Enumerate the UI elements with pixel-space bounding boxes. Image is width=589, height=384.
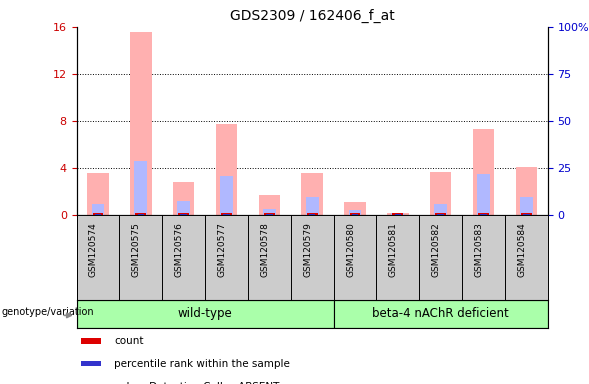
Text: GSM120577: GSM120577 (217, 222, 227, 277)
Bar (92, 213, 103, 215)
Bar (477, 174, 490, 215)
Bar (523, 214, 530, 215)
Bar (178, 213, 189, 215)
Text: GSM120581: GSM120581 (389, 222, 398, 277)
Bar (223, 214, 230, 215)
Text: GSM120584: GSM120584 (517, 222, 527, 276)
Text: wild-type: wild-type (178, 308, 233, 320)
Bar (177, 201, 190, 215)
Bar (306, 197, 319, 215)
Text: value, Detection Call = ABSENT: value, Detection Call = ABSENT (114, 382, 280, 384)
Text: GSM120579: GSM120579 (303, 222, 312, 277)
Title: GDS2309 / 162406_f_at: GDS2309 / 162406_f_at (230, 9, 395, 23)
Bar (180, 214, 187, 215)
Bar (392, 213, 403, 215)
Text: GSM120575: GSM120575 (132, 222, 141, 277)
Text: GSM120574: GSM120574 (89, 222, 98, 276)
Bar (387, 213, 409, 215)
Text: GSM120576: GSM120576 (175, 222, 184, 277)
Bar (438, 214, 444, 215)
Text: GSM120580: GSM120580 (346, 222, 355, 277)
Bar (480, 214, 487, 215)
Bar (134, 161, 147, 215)
Bar (430, 172, 451, 215)
Bar (259, 195, 280, 215)
Bar (130, 31, 151, 215)
Bar (135, 213, 146, 215)
Bar (434, 204, 447, 215)
Bar (520, 197, 533, 215)
Text: GSM120582: GSM120582 (432, 222, 441, 276)
Bar (473, 129, 494, 215)
Bar (307, 213, 317, 215)
Bar (220, 176, 233, 215)
Bar (264, 213, 274, 215)
Bar (138, 214, 144, 215)
Bar (352, 214, 358, 215)
Text: percentile rank within the sample: percentile rank within the sample (114, 359, 290, 369)
Bar (395, 214, 401, 215)
Bar (81, 338, 101, 344)
Bar (515, 167, 537, 215)
Text: genotype/variation: genotype/variation (2, 308, 94, 318)
Bar (345, 202, 366, 215)
Bar (478, 213, 489, 215)
Text: GSM120578: GSM120578 (260, 222, 269, 277)
Bar (173, 182, 194, 215)
Bar (349, 210, 362, 215)
Text: count: count (114, 336, 144, 346)
Text: beta-4 nAChR deficient: beta-4 nAChR deficient (372, 308, 509, 320)
Bar (435, 213, 446, 215)
Bar (81, 361, 101, 366)
Bar (333, 300, 548, 328)
Text: GSM120583: GSM120583 (475, 222, 484, 277)
Bar (91, 204, 104, 215)
Bar (87, 173, 109, 215)
Bar (221, 213, 232, 215)
Bar (521, 213, 532, 215)
Bar (263, 209, 276, 215)
Bar (309, 214, 315, 215)
Bar (95, 214, 101, 215)
Bar (392, 213, 404, 215)
Bar (77, 300, 333, 328)
Bar (216, 124, 237, 215)
Bar (350, 213, 360, 215)
Bar (266, 214, 273, 215)
Bar (302, 173, 323, 215)
